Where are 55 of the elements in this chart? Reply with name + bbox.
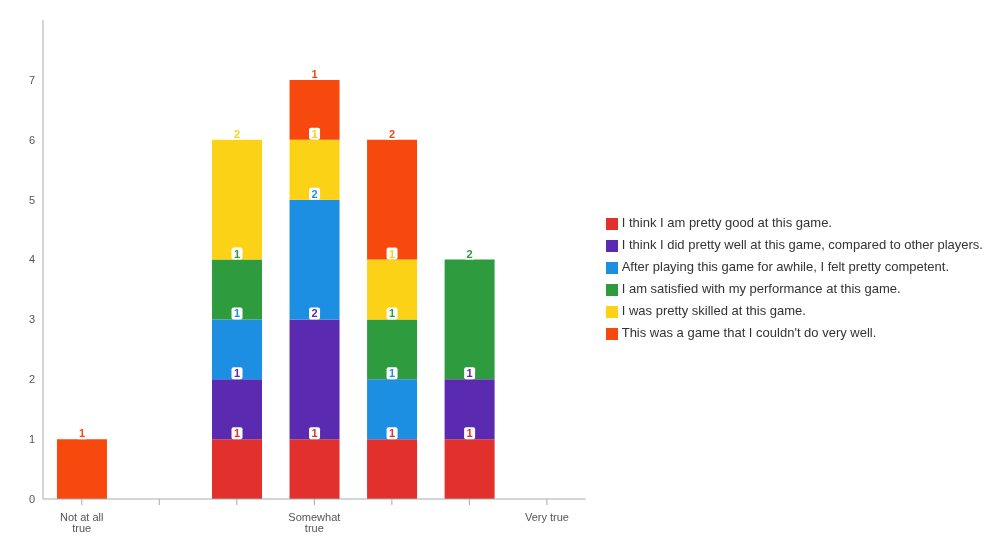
data-label: 1 — [466, 367, 473, 380]
bar — [289, 79, 340, 140]
bar — [367, 259, 418, 320]
bar — [212, 379, 263, 440]
y-tick-label: 3 — [28, 313, 35, 326]
legend-label: I think I am pretty good at this game. — [621, 215, 832, 230]
bar — [367, 139, 418, 260]
data-label: 1 — [233, 307, 241, 320]
bar — [289, 319, 340, 440]
bar — [289, 199, 340, 320]
data-label: 1 — [233, 247, 241, 260]
bar — [212, 139, 263, 260]
y-tick-label: 6 — [28, 133, 35, 146]
legend-label: After playing this game for awhile, I felt pretty competent. — [621, 259, 950, 274]
data-label: 2 — [311, 187, 318, 200]
data-label: 2 — [311, 307, 318, 320]
legend-label: I think I did pretty well at this game, compared to other players. — [621, 237, 983, 252]
data-label: 1 — [311, 67, 318, 80]
data-label: 1 — [389, 307, 396, 320]
bar — [212, 319, 263, 380]
y-tick-label: 2 — [28, 373, 35, 386]
bar — [289, 439, 340, 499]
data-label: 1 — [311, 427, 318, 440]
bar — [367, 379, 418, 440]
bar — [444, 439, 495, 499]
data-label: 1 — [389, 247, 396, 260]
y-tick-label: 5 — [28, 193, 35, 206]
data-label: 1 — [466, 427, 473, 440]
legend-label: I am satisfied with my performance at this game. — [621, 281, 901, 296]
y-tick-label: 0 — [28, 492, 35, 505]
data-label: 1 — [233, 367, 241, 380]
bar — [367, 439, 418, 499]
x-tick-label: Somewhat true — [288, 510, 341, 534]
bar — [212, 439, 263, 499]
data-label: 2 — [389, 127, 396, 140]
data-label: 2 — [233, 127, 241, 140]
x-tick-label: Very true — [524, 510, 569, 523]
bar — [212, 259, 263, 320]
legend-label: This was a game that I couldn't do very well. — [621, 325, 877, 340]
bar — [444, 259, 495, 380]
data-label: 1 — [389, 427, 396, 440]
bar — [367, 319, 418, 380]
data-label: 1 — [311, 127, 318, 140]
legend-label: I was pretty skilled at this game. — [621, 303, 806, 318]
y-tick-label: 1 — [28, 433, 35, 446]
data-label: 1 — [389, 367, 396, 380]
bar — [444, 379, 495, 440]
y-tick-label: 4 — [28, 253, 35, 266]
data-label: 2 — [466, 247, 473, 260]
y-tick-label: 7 — [28, 73, 35, 86]
data-label: 1 — [233, 427, 241, 440]
bar — [56, 439, 107, 499]
data-label: 1 — [78, 427, 86, 440]
x-tick-label: Not at all true — [60, 510, 104, 534]
bar — [289, 139, 340, 200]
